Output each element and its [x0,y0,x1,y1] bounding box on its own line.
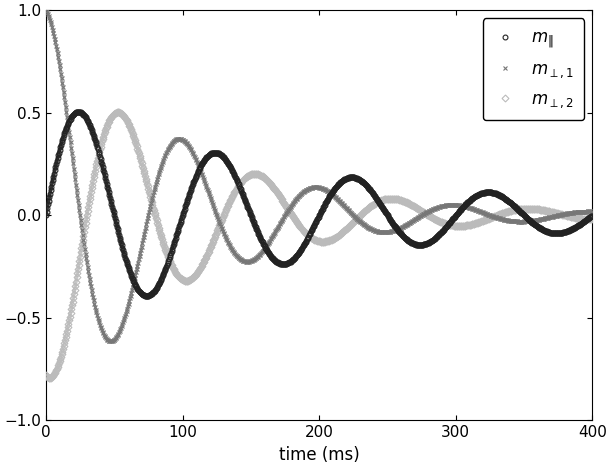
Line: $m_{\perp,2}$: $m_{\perp,2}$ [43,110,595,380]
$m_{\perp,1}$ [588,209,596,214]
$m_{\|}$ [375,199,382,205]
$m_{\perp,1}$ [390,228,398,234]
$m_{\perp,1}$ [107,338,114,344]
$m_{\perp,2}$ [392,196,399,202]
$m_{\|}$ [588,213,596,219]
$m_{\perp,2}$ [42,373,49,378]
$m_{\perp,1}$ [375,229,382,234]
X-axis label: time (ms): time (ms) [279,446,359,464]
Line: $m_{\perp,1}$: $m_{\perp,1}$ [43,8,595,344]
$m_{\perp,2}$ [375,198,382,204]
$m_{\|}$ [392,224,399,229]
$m_{\|}$ [76,110,84,115]
$m_{\perp,2}$ [114,110,122,115]
$m_{\|}$ [42,212,49,218]
$m_{\|}$ [143,293,150,299]
$m_{\perp,2}$ [588,217,596,222]
$m_{\perp,1}$ [457,203,464,208]
$m_{\perp,2}$ [360,209,368,214]
$m_{\perp,2}$ [76,254,84,259]
$m_{\perp,1}$ [513,219,521,224]
$m_{\|}$ [75,109,82,115]
$m_{\|}$ [514,206,521,212]
Legend: $m_{\|}$, $m_{\perp,1}$, $m_{\perp,2}$: $m_{\|}$, $m_{\perp,1}$, $m_{\perp,2}$ [483,19,584,120]
$m_{\|}$ [360,181,368,186]
$m_{\perp,2}$ [458,223,465,229]
$m_{\perp,2}$ [46,375,53,380]
$m_{\perp,1}$ [42,7,49,13]
$m_{\perp,1}$ [76,207,83,213]
Line: $m_{\|}$: $m_{\|}$ [43,110,595,298]
$m_{\perp,1}$ [360,222,367,227]
$m_{\perp,2}$ [514,206,521,212]
$m_{\|}$ [458,206,465,212]
